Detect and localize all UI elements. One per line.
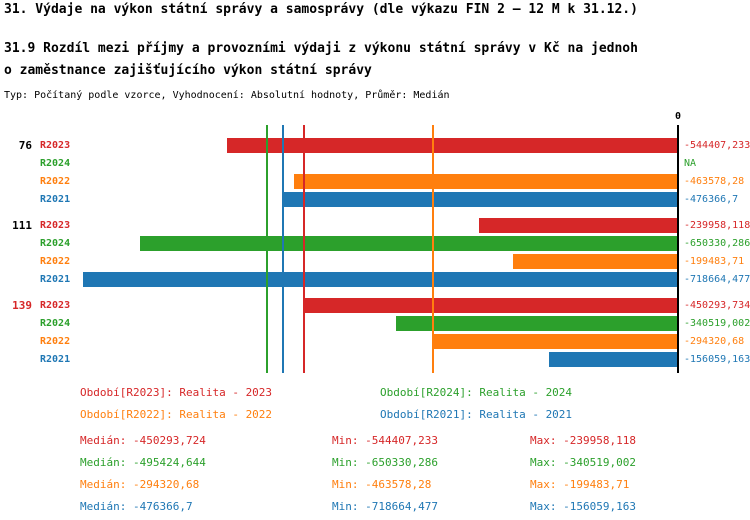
bar-row: 111 R2023 -239958,118 [0,217,750,235]
bar-group: 139 R2023 -450293,734 R2024 -340519,002 R2022… [0,297,750,369]
value-label: -476366,7 [684,194,739,205]
bar-row: R2022 -463578,28 [0,173,750,191]
series-label: R2022 [40,336,71,347]
legend-row: Období[R2022]: Realita - 2022 Období[R20… [0,405,750,427]
value-label: -239958,118 [684,220,750,231]
plot: 0 76 R2023 -544407,233 R2024 NA R2022 -463578,… [0,111,750,373]
stats-row-r2022: Medián: -294320,68 Min: -463578,28 Max: … [0,475,750,497]
stat-min-r2023: Min: -544407,233 [332,434,438,447]
bar-row: R2022 -199483,71 [0,253,750,271]
stat-max-r2024: Max: -340519,002 [530,456,636,469]
median-line-r2023 [303,125,306,373]
value-label: -199483,71 [684,256,745,267]
series-label: R2022 [40,256,71,267]
chart-title: 31. Výdaje na výkon státní správy a samo… [4,2,638,17]
stat-min-r2022: Min: -463578,28 [332,478,432,491]
value-label: -544407,233 [684,140,750,151]
chart-meta: Typ: Počítaný podle vzorce, Vyhodnocení:… [4,90,450,101]
zero-tick-label: 0 [674,111,682,122]
median-line-r2022 [432,125,435,373]
bar-row: R2021 -156059,163 [0,351,750,369]
value-label: -450293,734 [684,300,750,311]
legend-item-r2021: Období[R2021]: Realita - 2021 [380,408,573,421]
bar-r2023 [227,138,678,153]
chart-header: 31. Výdaje na výkon státní správy a samo… [4,2,748,102]
stat-median-r2024: Medián: -495424,644 [80,456,206,469]
bar-r2022 [512,254,678,269]
value-label: -340519,002 [684,318,750,329]
stat-min-r2021: Min: -718664,477 [332,500,438,513]
series-label: R2022 [40,176,71,187]
value-label: NA [684,158,697,169]
stat-median-r2023: Medián: -450293,724 [80,434,206,447]
stats-row-r2023: Medián: -450293,724 Min: -544407,233 Max… [0,431,750,453]
stat-max-r2023: Max: -239958,118 [530,434,636,447]
chart-subtitle: 31.9 Rozdíl mezi příjmy a provozními výd… [4,38,748,82]
value-label: -156059,163 [684,354,750,365]
series-label: R2024 [40,238,71,249]
value-label: -650330,286 [684,238,750,249]
legend: Období[R2023]: Realita - 2023 Období[R20… [0,383,750,427]
series-label: R2024 [40,318,71,329]
chart-subtitle-line1: 31.9 Rozdíl mezi příjmy a provozními výd… [4,41,638,56]
stats: Medián: -450293,724 Min: -544407,233 Max… [0,431,750,519]
bar-row: R2024 NA [0,155,750,173]
plot-groups: 76 R2023 -544407,233 R2024 NA R2022 -463578,28… [0,137,750,377]
stat-max-r2022: Max: -199483,71 [530,478,630,491]
series-label: R2021 [40,194,71,205]
bar-r2021 [548,352,678,367]
value-label: -463578,28 [684,176,745,187]
median-line-r2021 [281,125,284,373]
bar-row: R2024 -650330,286 [0,235,750,253]
group-label: 111 [12,219,32,232]
bar-r2023 [305,298,678,313]
legend-item-r2023: Období[R2023]: Realita - 2023 [80,386,273,399]
legend-row: Období[R2023]: Realita - 2023 Období[R20… [0,383,750,405]
bar-r2024 [139,236,678,251]
chart-subtitle-line2: o zaměstnance zajišťujícího výkon státní… [4,63,372,78]
series-label: R2023 [40,220,71,231]
series-label: R2021 [40,274,71,285]
bar-row: R2022 -294320,68 [0,333,750,351]
stat-median-r2021: Medián: -476366,7 [80,500,193,513]
bar-r2022 [434,334,678,349]
stats-row-r2021: Medián: -476366,7 Min: -718664,477 Max: … [0,497,750,519]
value-label: -718664,477 [684,274,750,285]
bar-row: R2021 -476366,7 [0,191,750,209]
stat-min-r2024: Min: -650330,286 [332,456,438,469]
group-label: 139 [12,299,32,312]
value-label: -294320,68 [684,336,745,347]
stat-median-r2022: Medián: -294320,68 [80,478,200,491]
bar-r2022 [294,174,678,189]
bar-r2024 [396,316,678,331]
zero-axis-line [677,125,679,373]
group-label: 76 [18,139,32,152]
legend-item-r2024: Období[R2024]: Realita - 2024 [380,386,573,399]
series-label: R2021 [40,354,71,365]
median-line-r2024 [265,125,268,373]
bar-row: R2024 -340519,002 [0,315,750,333]
bar-row: 76 R2023 -544407,233 [0,137,750,155]
bar-row: 139 R2023 -450293,734 [0,297,750,315]
series-label: R2023 [40,140,71,151]
stats-row-r2024: Medián: -495424,644 Min: -650330,286 Max… [0,453,750,475]
bar-r2023 [479,218,678,233]
bar-group: 111 R2023 -239958,118 R2024 -650330,286 R2022… [0,217,750,289]
bar-r2021 [83,272,678,287]
series-label: R2023 [40,300,71,311]
bar-group: 76 R2023 -544407,233 R2024 NA R2022 -463578,28… [0,137,750,209]
legend-item-r2022: Období[R2022]: Realita - 2022 [80,408,273,421]
bar-row: R2021 -718664,477 [0,271,750,289]
series-label: R2024 [40,158,71,169]
bar-r2021 [283,192,678,207]
stat-max-r2021: Max: -156059,163 [530,500,636,513]
